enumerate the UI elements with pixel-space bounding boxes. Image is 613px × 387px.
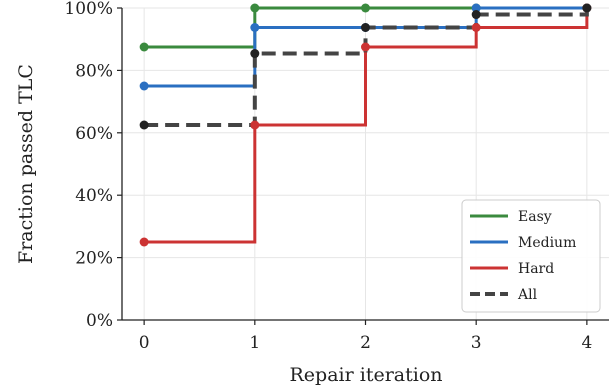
x-axis-title: Repair iteration: [290, 364, 443, 386]
point-easy: [250, 3, 260, 13]
legend-label-all: All: [517, 287, 538, 303]
x-tick-label: 1: [249, 333, 260, 353]
x-tick-label: 3: [471, 333, 482, 353]
legend-box: [461, 199, 601, 313]
y-tick-label: 80%: [75, 61, 113, 81]
x-tick-label: 2: [360, 333, 371, 353]
point-all: [471, 10, 481, 20]
series-layer: [139, 3, 592, 247]
point-hard: [471, 23, 481, 32]
legend: Easy Medium Hard All: [461, 199, 601, 313]
y-tick-label: 100%: [64, 0, 113, 19]
point-all: [582, 3, 592, 13]
y-tick-label: 60%: [75, 124, 113, 144]
point-medium: [139, 81, 149, 91]
point-easy: [361, 3, 370, 13]
y-tick-label: 20%: [75, 249, 113, 269]
legend-label-hard: Hard: [518, 261, 554, 277]
y-axis-title: Fraction passed TLC: [15, 64, 37, 264]
legend-label-medium: Medium: [518, 235, 576, 251]
point-all: [139, 120, 149, 130]
point-hard: [139, 237, 149, 247]
point-all: [250, 49, 260, 59]
legend-label-easy: Easy: [518, 209, 552, 225]
x-tick-label: 0: [139, 333, 150, 353]
tick-labels: 0 1 2 3 40%20%40%60%80%100%: [64, 0, 592, 353]
point-all: [361, 23, 370, 32]
point-medium: [471, 3, 481, 13]
y-tick-label: 40%: [75, 186, 113, 206]
point-medium: [250, 23, 260, 32]
y-tick-label: 0%: [86, 311, 113, 331]
point-easy: [139, 42, 149, 52]
axes: [117, 7, 609, 325]
point-hard: [250, 120, 260, 130]
point-hard: [361, 42, 370, 52]
x-tick-label: 4: [581, 333, 592, 353]
